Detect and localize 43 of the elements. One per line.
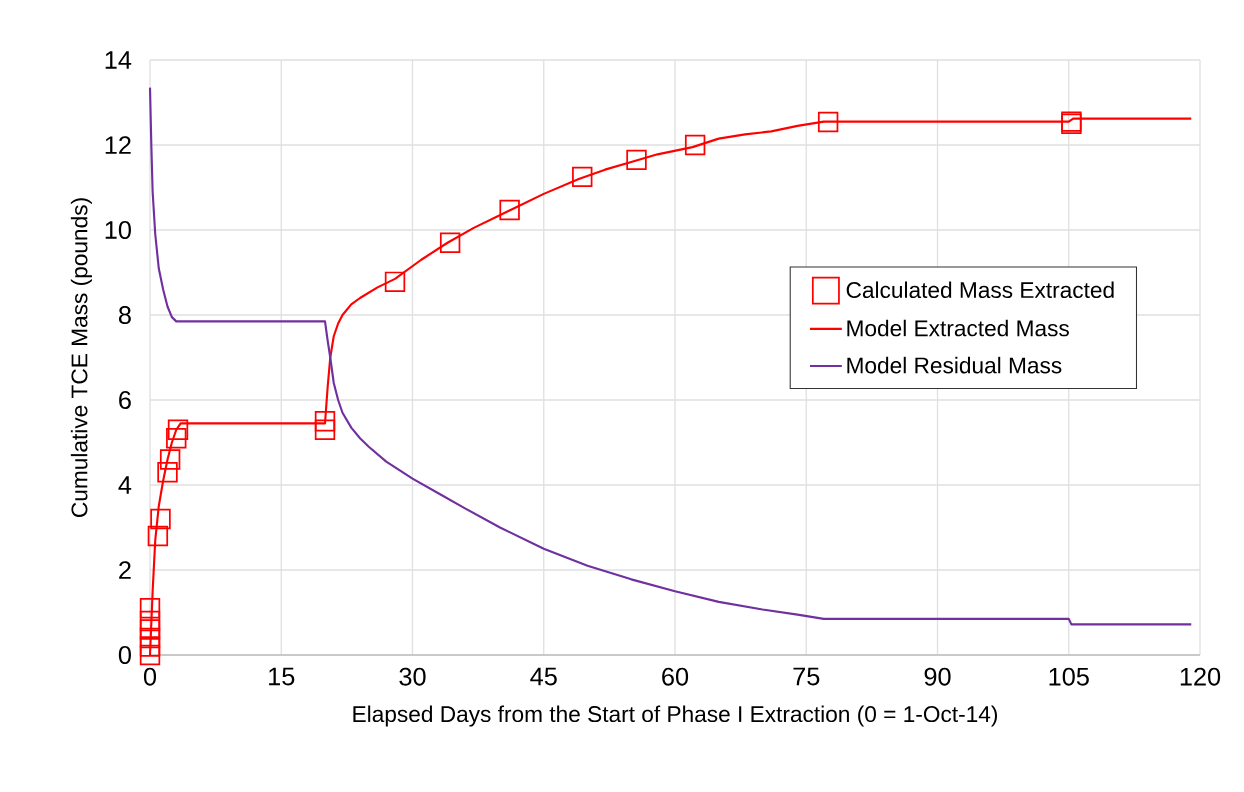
x-tick-label: 15 [269,667,295,686]
point [167,419,189,440]
point [314,411,336,432]
point [499,199,520,221]
legend-label: Model Extracted Mass [847,319,1069,337]
point [159,449,181,470]
y-tick-label: 0 [118,646,131,664]
point [439,232,461,253]
point [817,111,839,133]
point [150,508,171,530]
x-tick-label: 60 [662,667,689,686]
y-tick-label: 12 [105,136,131,154]
point [147,525,169,547]
point [139,619,161,640]
y-axis-title: Cumulative TCE Mass (pounds) [70,198,92,517]
y-tick-label: 2 [119,561,131,579]
point [384,271,406,293]
point [157,462,178,483]
point [139,627,161,649]
x-tick-label: 90 [924,667,951,686]
point [139,636,161,657]
point [684,134,706,156]
legend-label: Model Residual Mass [847,356,1062,374]
y-tick-label: 14 [105,51,132,69]
point [626,149,647,171]
y-tick-label: 8 [118,306,131,324]
point [572,166,593,188]
y-tick-label: 6 [119,391,131,409]
legend-label: Calculated Mass Extracted [846,281,1114,299]
x-tick-label: 75 [793,667,820,686]
point [314,419,336,440]
x-tick-label: 105 [1049,667,1089,686]
y-tick-label: 4 [118,476,132,494]
x-tick-label: 30 [399,667,426,686]
x-tick-label: 120 [1180,667,1221,686]
point [139,610,161,632]
point [166,428,187,449]
x-axis-title: Elapsed Days from the Start of Phase I Extraction (0 = 1-Oct-14) [353,705,998,727]
point [139,598,161,619]
x-tick-label: 0 [143,667,157,686]
x-tick-label: 45 [530,667,557,686]
point [139,644,161,666]
y-tick-label: 10 [105,221,131,239]
